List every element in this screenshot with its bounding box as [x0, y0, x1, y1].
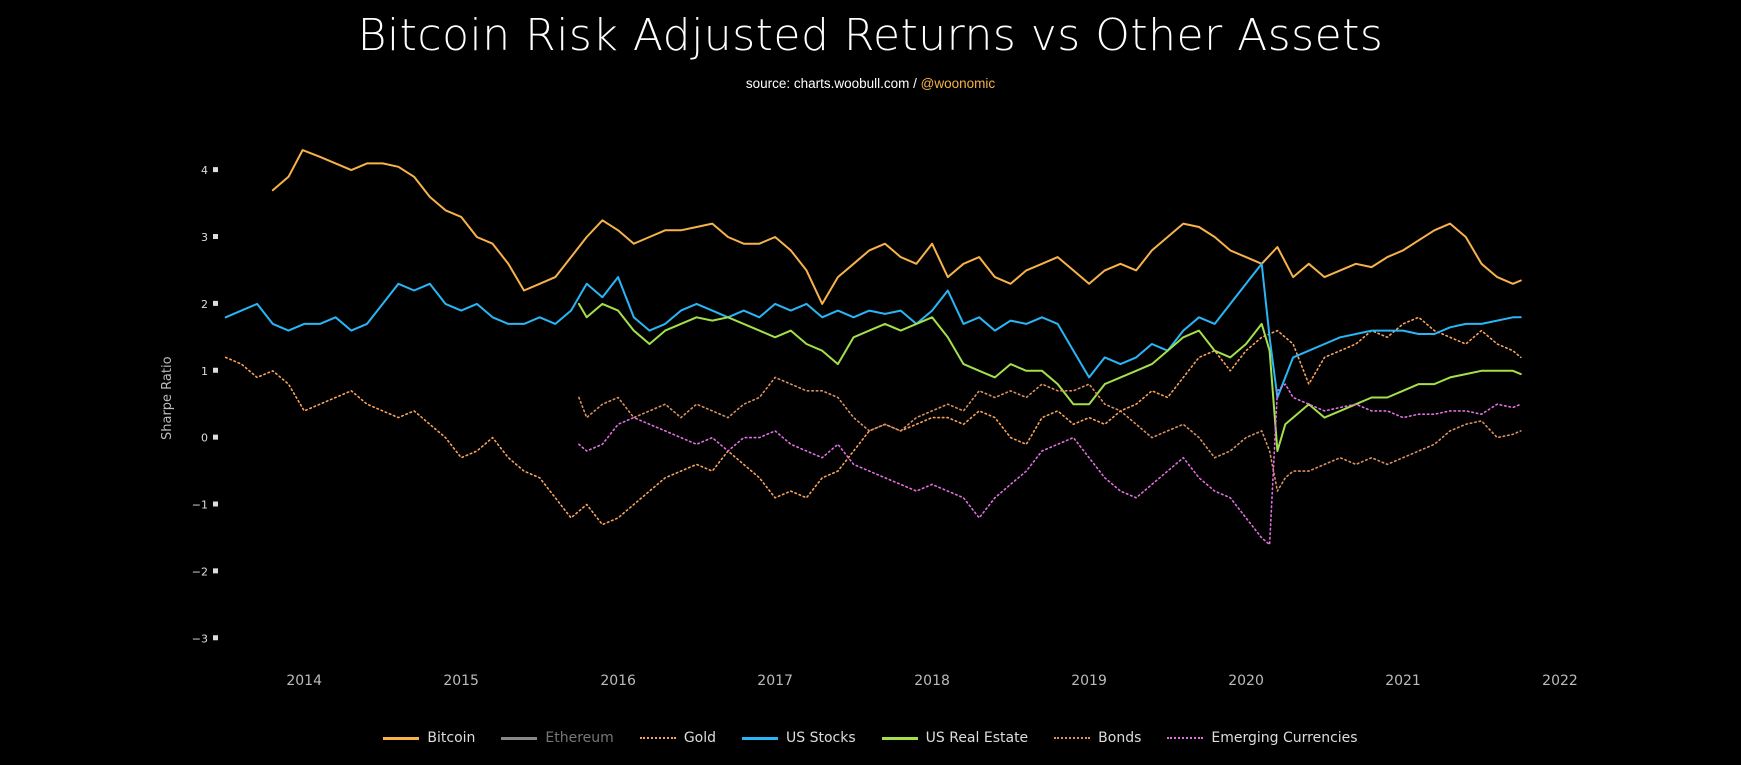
legend-label: Gold — [683, 730, 717, 746]
y-tick-label: 3 — [201, 231, 208, 244]
x-tick-label: 2019 — [1071, 673, 1107, 689]
legend-item-bonds[interactable]: Bonds — [1054, 730, 1141, 746]
y-tick-label: −1 — [192, 499, 208, 512]
y-tick-label: −2 — [192, 565, 208, 578]
y-tick-label: 4 — [201, 164, 208, 177]
x-tick-label: 2017 — [757, 673, 793, 689]
series-line-gold — [224, 316, 1522, 526]
legend-label: Emerging Currencies — [1211, 730, 1358, 746]
legend-label: US Stocks — [786, 730, 856, 746]
series-line-emerging-currencies — [578, 383, 1522, 546]
legend-label: US Real Estate — [925, 730, 1029, 746]
legend-swatch-us-real-estate — [881, 736, 918, 740]
subtitle-handle-link[interactable]: @woonomic — [920, 76, 996, 91]
x-tick-label: 2016 — [600, 673, 636, 689]
y-tick-label: −3 — [192, 632, 208, 645]
legend-item-us-stocks[interactable]: US Stocks — [742, 730, 856, 746]
series-line-bitcoin — [271, 149, 1522, 305]
x-tick-label: 2014 — [286, 673, 322, 689]
series-line-us-stocks — [224, 262, 1522, 399]
legend-item-gold[interactable]: Gold — [639, 730, 717, 746]
y-tick-mark — [213, 635, 218, 641]
y-tick-label: 0 — [201, 432, 208, 445]
x-tick-label: 2021 — [1385, 673, 1421, 689]
legend-swatch-ethereum — [501, 736, 538, 740]
legend-item-emerging-currencies[interactable]: Emerging Currencies — [1167, 730, 1358, 746]
chart-title: Bitcoin Risk Adjusted Returns vs Other A… — [357, 10, 1384, 61]
x-tick-label: 2022 — [1542, 673, 1578, 689]
x-tick-label: 2018 — [914, 673, 950, 689]
y-tick-mark — [213, 501, 218, 507]
y-tick-mark — [213, 367, 218, 373]
x-tick-label: 2015 — [443, 673, 479, 689]
chart-subtitle: source: charts.woobull.com / @woonomic — [0, 76, 1741, 91]
series-line-bonds — [578, 376, 1522, 492]
legend-swatch-bitcoin — [383, 736, 420, 740]
y-tick-mark — [213, 167, 218, 173]
y-tick-mark — [213, 568, 218, 574]
y-tick-label: 1 — [201, 365, 208, 378]
legend-item-ethereum[interactable]: Ethereum — [501, 730, 614, 746]
y-axis-label: Sharpe Ratio — [160, 356, 175, 440]
y-tick-mark — [213, 300, 218, 306]
legend-label: Bonds — [1098, 730, 1142, 746]
legend: Bitcoin Ethereum Gold US Stocks US Real Esta… — [0, 730, 1741, 746]
legend-swatch-gold — [639, 737, 676, 739]
legend-swatch-us-stocks — [742, 736, 779, 740]
legend-label: Bitcoin — [427, 730, 476, 746]
x-tick-label: 2020 — [1228, 673, 1264, 689]
y-tick-mark — [213, 234, 218, 239]
legend-label: Ethereum — [545, 730, 614, 746]
legend-swatch-bonds — [1054, 737, 1091, 739]
series-line-us-real-estate — [577, 302, 1522, 452]
y-tick-label: 2 — [201, 298, 208, 311]
legend-item-us-real-estate[interactable]: US Real Estate — [881, 730, 1029, 746]
legend-swatch-emerging-currencies — [1167, 737, 1204, 739]
y-tick-mark — [213, 434, 218, 440]
subtitle-source: source: charts.woobull.com / — [745, 76, 921, 91]
legend-item-bitcoin[interactable]: Bitcoin — [383, 730, 475, 746]
